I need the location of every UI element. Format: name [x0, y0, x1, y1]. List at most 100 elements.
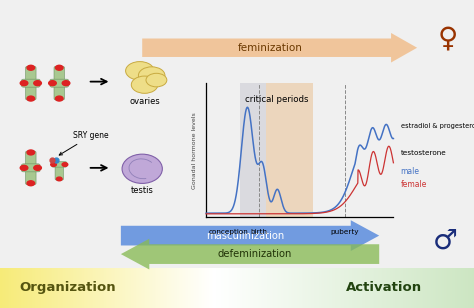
- Text: Activation: Activation: [346, 282, 422, 294]
- Bar: [238, 268, 241, 308]
- Bar: [43, 268, 45, 308]
- Text: feminization: feminization: [238, 43, 302, 53]
- Text: ovaries: ovaries: [129, 97, 160, 106]
- Bar: [224, 268, 227, 308]
- Bar: [305, 268, 308, 308]
- Bar: [236, 268, 238, 308]
- Bar: [201, 268, 203, 308]
- Bar: [406, 268, 409, 308]
- Bar: [196, 268, 199, 308]
- Bar: [185, 268, 187, 308]
- Bar: [108, 268, 110, 308]
- Bar: [414, 268, 417, 308]
- Bar: [55, 268, 58, 308]
- Bar: [193, 268, 195, 308]
- Bar: [389, 268, 391, 308]
- Bar: [385, 268, 388, 308]
- Bar: [232, 268, 235, 308]
- Bar: [148, 268, 151, 308]
- Text: critical periods: critical periods: [245, 95, 308, 104]
- Bar: [417, 268, 419, 308]
- Bar: [333, 268, 336, 308]
- Bar: [81, 268, 83, 308]
- Bar: [172, 268, 175, 308]
- Bar: [404, 268, 407, 308]
- FancyBboxPatch shape: [52, 162, 67, 167]
- Bar: [115, 268, 118, 308]
- Bar: [460, 268, 462, 308]
- Bar: [47, 268, 50, 308]
- Bar: [139, 268, 142, 308]
- FancyBboxPatch shape: [55, 164, 64, 180]
- Bar: [318, 268, 320, 308]
- FancyBboxPatch shape: [54, 66, 64, 100]
- Bar: [194, 268, 197, 308]
- Bar: [471, 268, 474, 308]
- Bar: [19, 268, 21, 308]
- Bar: [420, 268, 423, 308]
- Bar: [118, 268, 121, 308]
- Circle shape: [49, 81, 56, 86]
- Circle shape: [56, 177, 62, 181]
- Bar: [412, 268, 415, 308]
- Bar: [147, 268, 149, 308]
- Bar: [356, 268, 358, 308]
- Bar: [297, 268, 300, 308]
- Bar: [264, 268, 266, 308]
- Bar: [109, 268, 111, 308]
- Bar: [253, 268, 255, 308]
- Bar: [90, 268, 92, 308]
- Bar: [128, 268, 130, 308]
- Bar: [370, 268, 372, 308]
- Bar: [156, 268, 159, 308]
- Circle shape: [62, 81, 70, 86]
- Bar: [182, 268, 184, 308]
- Bar: [179, 268, 181, 308]
- Circle shape: [27, 150, 35, 155]
- Bar: [456, 268, 459, 308]
- Bar: [469, 268, 472, 308]
- Bar: [62, 268, 64, 308]
- Bar: [379, 268, 382, 308]
- Circle shape: [126, 62, 154, 80]
- Bar: [84, 268, 86, 308]
- Bar: [133, 268, 135, 308]
- Bar: [261, 268, 263, 308]
- Bar: [376, 268, 379, 308]
- Ellipse shape: [122, 154, 162, 183]
- Bar: [272, 268, 274, 308]
- Bar: [0, 268, 2, 308]
- Text: estradiol & progesterone: estradiol & progesterone: [401, 123, 474, 129]
- Bar: [228, 268, 230, 308]
- Bar: [345, 268, 347, 308]
- Bar: [257, 268, 260, 308]
- Text: female: female: [401, 180, 427, 189]
- Bar: [120, 268, 123, 308]
- Bar: [177, 268, 180, 308]
- FancyBboxPatch shape: [26, 66, 36, 100]
- Bar: [365, 268, 367, 308]
- Bar: [366, 268, 369, 308]
- Bar: [60, 268, 63, 308]
- Bar: [79, 268, 82, 308]
- Bar: [112, 268, 115, 308]
- Bar: [180, 268, 182, 308]
- Bar: [68, 268, 71, 308]
- Bar: [164, 268, 167, 308]
- Bar: [403, 268, 405, 308]
- Bar: [240, 83, 266, 217]
- Circle shape: [55, 65, 63, 70]
- Bar: [57, 268, 59, 308]
- Bar: [153, 268, 156, 308]
- Bar: [266, 83, 313, 217]
- Bar: [20, 268, 23, 308]
- Bar: [473, 268, 474, 308]
- Bar: [316, 268, 319, 308]
- Bar: [28, 268, 31, 308]
- Text: conception: conception: [209, 229, 248, 235]
- Bar: [204, 268, 206, 308]
- Bar: [212, 268, 214, 308]
- Bar: [401, 268, 404, 308]
- Bar: [308, 268, 310, 308]
- Bar: [221, 268, 224, 308]
